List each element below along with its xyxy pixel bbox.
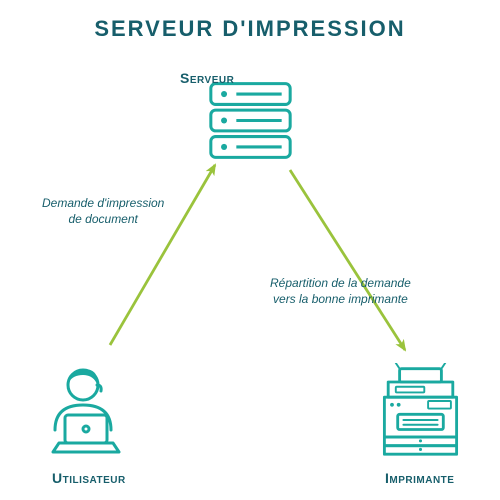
printer-icon	[373, 363, 468, 458]
server-icon	[203, 78, 298, 163]
page-title: SERVEUR D'IMPRESSION	[0, 16, 500, 42]
user-icon	[35, 360, 135, 460]
server-node	[203, 78, 298, 168]
arrow-server-to-printer	[290, 170, 405, 350]
user-label: Utilisateur	[52, 470, 126, 486]
printer-node	[373, 363, 468, 463]
printer-label: Imprimante	[385, 470, 454, 486]
arrow-user-to-server	[110, 165, 215, 345]
user-node	[35, 360, 135, 465]
server-label: Serveur	[180, 70, 234, 86]
edge-label-request: Demande d'impressionde document	[42, 195, 164, 227]
edge-label-dispatch: Répartition de la demandevers la bonne i…	[270, 275, 411, 307]
